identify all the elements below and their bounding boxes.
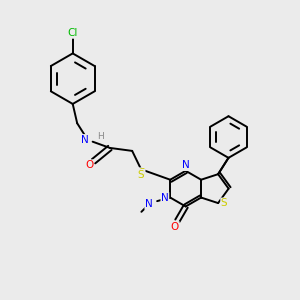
Text: S: S	[221, 198, 227, 208]
Text: N: N	[81, 135, 89, 145]
Text: N: N	[161, 193, 169, 202]
Text: S: S	[138, 170, 144, 180]
Text: N: N	[145, 200, 153, 209]
Text: H: H	[97, 131, 104, 140]
Text: O: O	[171, 222, 179, 232]
Text: N: N	[182, 160, 190, 170]
Text: O: O	[85, 160, 93, 170]
Text: Cl: Cl	[68, 28, 78, 38]
Text: S: S	[138, 168, 145, 178]
